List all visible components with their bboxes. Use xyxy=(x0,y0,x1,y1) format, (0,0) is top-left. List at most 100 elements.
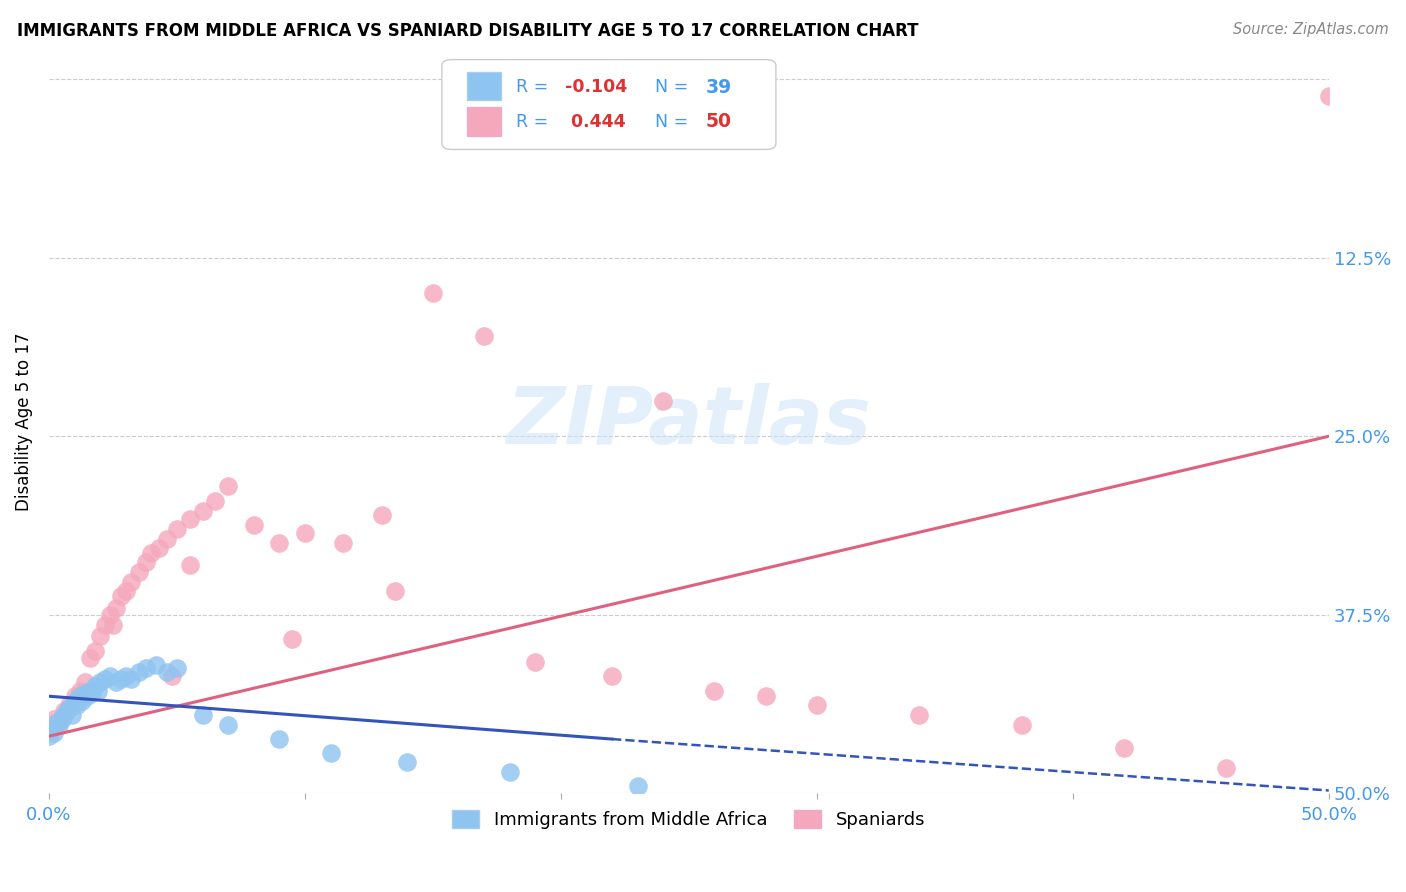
Point xyxy=(51,712,73,726)
Point xyxy=(89,675,111,690)
Point xyxy=(135,555,157,569)
Text: R =: R = xyxy=(516,112,554,131)
Point xyxy=(56,704,79,718)
Text: 0.444: 0.444 xyxy=(565,112,626,131)
Point xyxy=(524,655,547,669)
Point xyxy=(79,650,101,665)
Point xyxy=(38,729,60,743)
Point xyxy=(217,718,239,732)
Point xyxy=(48,714,70,729)
Point xyxy=(114,583,136,598)
Point xyxy=(53,704,76,718)
Point xyxy=(141,546,163,560)
FancyBboxPatch shape xyxy=(441,60,776,150)
Point xyxy=(76,690,98,704)
Text: N =: N = xyxy=(644,112,693,131)
Point xyxy=(58,698,80,712)
Legend: Immigrants from Middle Africa, Spaniards: Immigrants from Middle Africa, Spaniards xyxy=(446,803,932,837)
Text: ZIPatlas: ZIPatlas xyxy=(506,383,872,461)
Point xyxy=(396,755,419,769)
Point xyxy=(63,690,86,704)
Point xyxy=(100,607,122,622)
Text: -0.104: -0.104 xyxy=(565,78,627,96)
Point xyxy=(70,693,93,707)
Y-axis label: Disability Age 5 to 17: Disability Age 5 to 17 xyxy=(15,333,32,511)
Point xyxy=(384,583,406,598)
Point xyxy=(69,683,91,698)
FancyBboxPatch shape xyxy=(467,71,501,100)
Point xyxy=(1011,718,1033,732)
Point xyxy=(84,643,107,657)
Point xyxy=(42,712,65,726)
Point xyxy=(82,686,104,700)
Point xyxy=(89,629,111,643)
Point xyxy=(160,669,183,683)
Point xyxy=(627,779,650,793)
Point xyxy=(156,532,179,546)
Point xyxy=(217,479,239,493)
Point xyxy=(191,503,214,517)
Point xyxy=(319,747,342,761)
Point xyxy=(101,617,124,632)
Point xyxy=(269,536,291,550)
Point xyxy=(94,672,117,686)
Point xyxy=(53,707,76,722)
Point xyxy=(45,714,67,729)
Point xyxy=(69,690,91,704)
Point xyxy=(48,718,70,732)
Point xyxy=(73,686,96,700)
Point xyxy=(1215,761,1237,775)
Point xyxy=(128,665,150,679)
Point xyxy=(908,707,931,722)
Point xyxy=(179,558,201,572)
Point xyxy=(156,665,179,679)
Text: Source: ZipAtlas.com: Source: ZipAtlas.com xyxy=(1233,22,1389,37)
Point xyxy=(148,541,170,555)
Point xyxy=(294,526,316,541)
Point xyxy=(422,286,444,301)
Point xyxy=(42,726,65,740)
Point xyxy=(66,698,89,712)
Point xyxy=(79,683,101,698)
Text: N =: N = xyxy=(644,78,693,96)
Point xyxy=(281,632,304,646)
Point xyxy=(110,589,132,603)
Text: R =: R = xyxy=(516,78,554,96)
Point xyxy=(191,707,214,722)
Point xyxy=(166,522,188,536)
Point xyxy=(204,493,226,508)
Point xyxy=(120,672,142,686)
Point xyxy=(84,679,107,693)
Point xyxy=(370,508,392,522)
Point xyxy=(104,600,127,615)
Point xyxy=(41,722,63,736)
Text: IMMIGRANTS FROM MIDDLE AFRICA VS SPANIARD DISABILITY AGE 5 TO 17 CORRELATION CHA: IMMIGRANTS FROM MIDDLE AFRICA VS SPANIAR… xyxy=(17,22,918,40)
Text: 39: 39 xyxy=(706,78,731,97)
Point xyxy=(145,657,167,672)
FancyBboxPatch shape xyxy=(467,108,501,136)
Point xyxy=(269,732,291,747)
Point xyxy=(179,512,201,526)
Point xyxy=(114,669,136,683)
Point xyxy=(120,574,142,589)
Point xyxy=(1112,740,1135,755)
Point xyxy=(38,718,60,732)
Point xyxy=(806,698,828,712)
Point xyxy=(600,669,623,683)
Point xyxy=(703,683,725,698)
Point xyxy=(94,617,117,632)
Point xyxy=(135,661,157,675)
Text: 50: 50 xyxy=(706,112,731,131)
Point xyxy=(86,683,108,698)
Point xyxy=(73,675,96,690)
Point xyxy=(1317,89,1340,103)
Point xyxy=(242,517,264,532)
Point xyxy=(166,661,188,675)
Point xyxy=(499,764,522,779)
Point xyxy=(104,675,127,690)
Point xyxy=(58,700,80,714)
Point xyxy=(110,672,132,686)
Point xyxy=(128,565,150,579)
Point xyxy=(472,329,495,343)
Point xyxy=(100,669,122,683)
